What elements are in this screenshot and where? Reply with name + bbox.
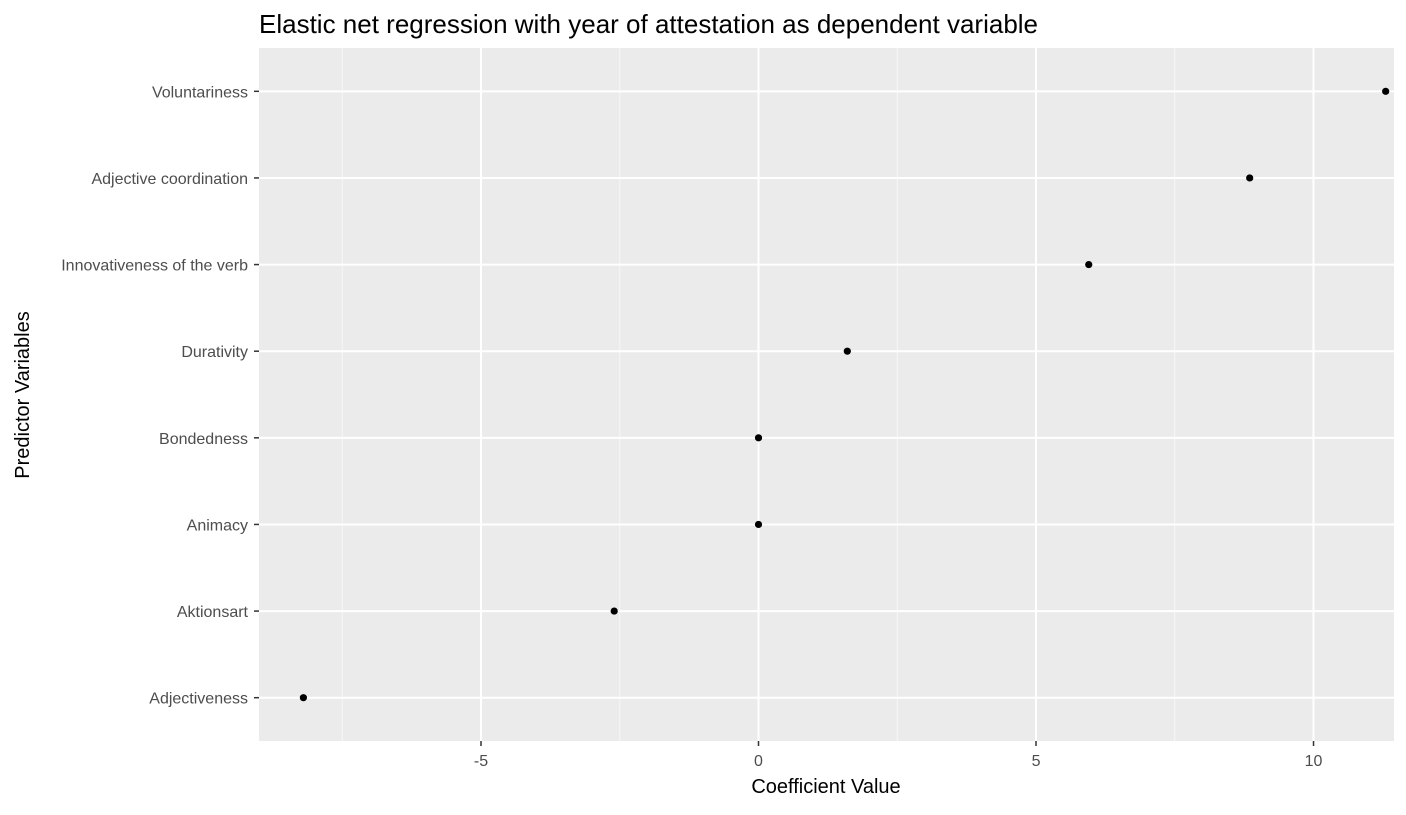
minor-gridlines — [341, 48, 1176, 741]
data-point — [1085, 260, 1093, 269]
data-point — [754, 520, 763, 529]
y-tick-label: Animacy — [187, 517, 248, 534]
x-tick-label: -5 — [474, 753, 488, 770]
y-tick-label: Durativity — [181, 344, 248, 361]
plot-panel — [259, 48, 1394, 741]
x-tick-label: 10 — [1305, 753, 1323, 770]
y-tick-label: Innovativeness of the verb — [61, 258, 248, 275]
chart-title: Elastic net regression with year of atte… — [259, 9, 1038, 39]
x-tick-label: 0 — [754, 753, 763, 770]
data-point — [754, 434, 763, 442]
major-gridlines — [259, 48, 1394, 741]
y-tick-label: Voluntariness — [152, 84, 248, 101]
y-axis: Voluntariness Adjective coordination Innov… — [61, 84, 259, 708]
data-point — [843, 347, 851, 355]
y-tick-label: Aktionsart — [177, 604, 249, 621]
data-point — [1246, 174, 1254, 182]
y-tick-label: Bondedness — [159, 431, 248, 448]
x-tick-label: 5 — [1032, 753, 1041, 770]
y-tick-label: Adjective coordination — [91, 171, 248, 188]
x-axis: -5 0 5 10 — [474, 741, 1323, 770]
data-point — [610, 607, 618, 615]
data-point — [299, 694, 308, 702]
x-axis-title: Coefficient Value — [751, 776, 900, 798]
y-tick-label: Adjectiveness — [149, 691, 248, 708]
data-points — [299, 87, 1390, 702]
y-axis-title: Predictor Variables — [12, 311, 34, 478]
data-point — [1382, 87, 1390, 95]
